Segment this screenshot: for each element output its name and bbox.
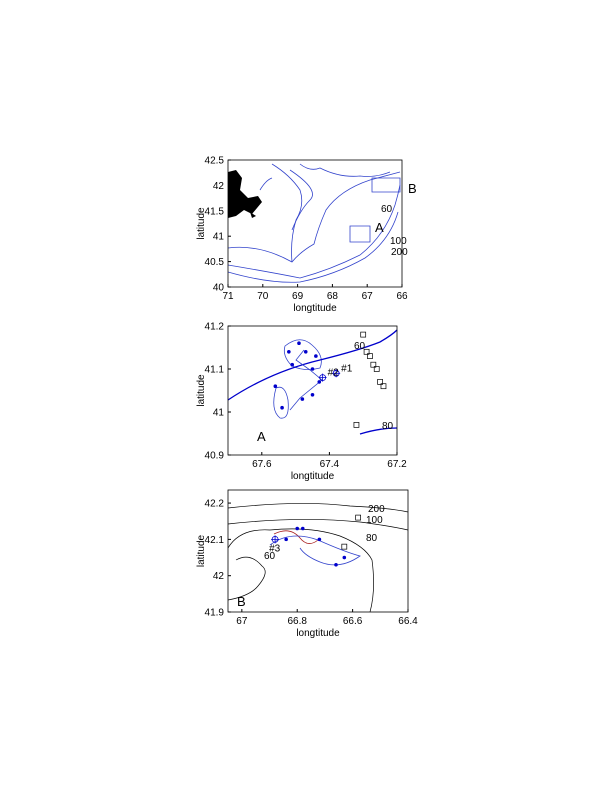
site-cross	[271, 535, 280, 544]
site	[332, 369, 341, 378]
station	[284, 537, 288, 542]
y-tick-label: 42	[213, 181, 225, 192]
y-tick-label: 41	[213, 232, 225, 243]
square-marker	[353, 422, 360, 428]
station	[317, 380, 322, 384]
y-tick-label: 40.5	[205, 257, 225, 268]
annotation: 200	[391, 247, 408, 258]
station	[300, 397, 305, 401]
plot-frame	[227, 325, 398, 456]
x-tick-label: 67.4	[320, 459, 340, 470]
annotation: 60	[381, 204, 393, 215]
x-axis-label: longtitude	[293, 303, 337, 314]
station	[287, 350, 291, 354]
square-marker	[360, 331, 367, 338]
y-tick-label: 41.5	[205, 206, 225, 217]
station	[297, 341, 301, 346]
y-tick-label: 41.1	[205, 365, 225, 376]
station	[273, 384, 278, 389]
station	[310, 393, 315, 397]
annotation: 60	[354, 341, 366, 352]
x-tick-label: 66.6	[343, 616, 363, 627]
x-tick-label: 70	[257, 291, 269, 302]
station	[303, 350, 308, 354]
station	[334, 562, 338, 567]
annotation: 100	[390, 236, 407, 247]
y-tick-label: 41.9	[205, 608, 225, 619]
y-tick-label: 42	[213, 571, 225, 582]
square-marker	[377, 379, 383, 385]
coastline	[228, 170, 273, 218]
x-tick-label: 67.6	[252, 459, 272, 470]
station	[342, 555, 347, 560]
y-tick-label: 40	[213, 283, 225, 294]
x-tick-label: 66	[396, 291, 408, 302]
y-axis-label: latitude	[196, 207, 207, 240]
station	[295, 526, 300, 531]
station	[280, 405, 284, 410]
y-tick-label: 42.2	[205, 499, 225, 510]
annotation: 100	[366, 515, 383, 526]
annotation: 80	[382, 421, 394, 432]
site	[318, 373, 327, 382]
site-label: #1	[341, 363, 353, 374]
annotation: A	[375, 220, 384, 235]
square-marker	[380, 383, 387, 390]
annotation: B	[237, 594, 246, 609]
contours	[227, 163, 409, 613]
site	[271, 535, 280, 544]
y-tick-label: 42.5	[205, 156, 225, 167]
y-axis-label: latitude	[196, 374, 207, 407]
square-marker	[341, 543, 348, 550]
station	[317, 537, 322, 542]
y-tick-label: 42.1	[205, 535, 225, 546]
station	[310, 367, 315, 371]
square-marker	[370, 361, 377, 368]
annotation: B	[408, 181, 417, 196]
square-marker	[355, 514, 362, 521]
station	[290, 362, 295, 367]
site-cross	[318, 373, 327, 382]
x-tick-label: 67.2	[387, 459, 407, 470]
x-axis-label: longtitude	[291, 471, 335, 482]
x-tick-label: 71	[222, 291, 234, 302]
plot-frame	[227, 489, 409, 613]
station	[314, 354, 318, 358]
x-tick-label: 67	[362, 291, 374, 302]
annotation: 80	[366, 533, 378, 544]
x-tick-label: 68	[327, 291, 339, 302]
station	[300, 526, 305, 531]
x-axis-label: longtitude	[296, 628, 340, 639]
y-tick-label: 40.9	[205, 451, 225, 462]
square-marker	[373, 366, 380, 372]
y-axis-label: latitude	[196, 534, 207, 567]
square-marker	[363, 348, 370, 355]
x-tick-label: 67	[236, 616, 248, 627]
y-tick-label: 41.2	[205, 322, 225, 333]
site-label: #3	[269, 543, 281, 554]
square-marker	[367, 353, 373, 359]
site-cross	[332, 369, 341, 378]
annotation: 200	[368, 504, 385, 515]
x-tick-label: 66.8	[287, 616, 307, 627]
x-tick-label: 69	[292, 291, 304, 302]
annotation: A	[257, 429, 266, 444]
x-tick-label: 66.4	[398, 616, 418, 627]
annotation: 60	[264, 551, 276, 562]
site-label: #2	[328, 368, 340, 379]
y-tick-label: 41	[213, 408, 225, 419]
plot-frame	[227, 159, 403, 288]
